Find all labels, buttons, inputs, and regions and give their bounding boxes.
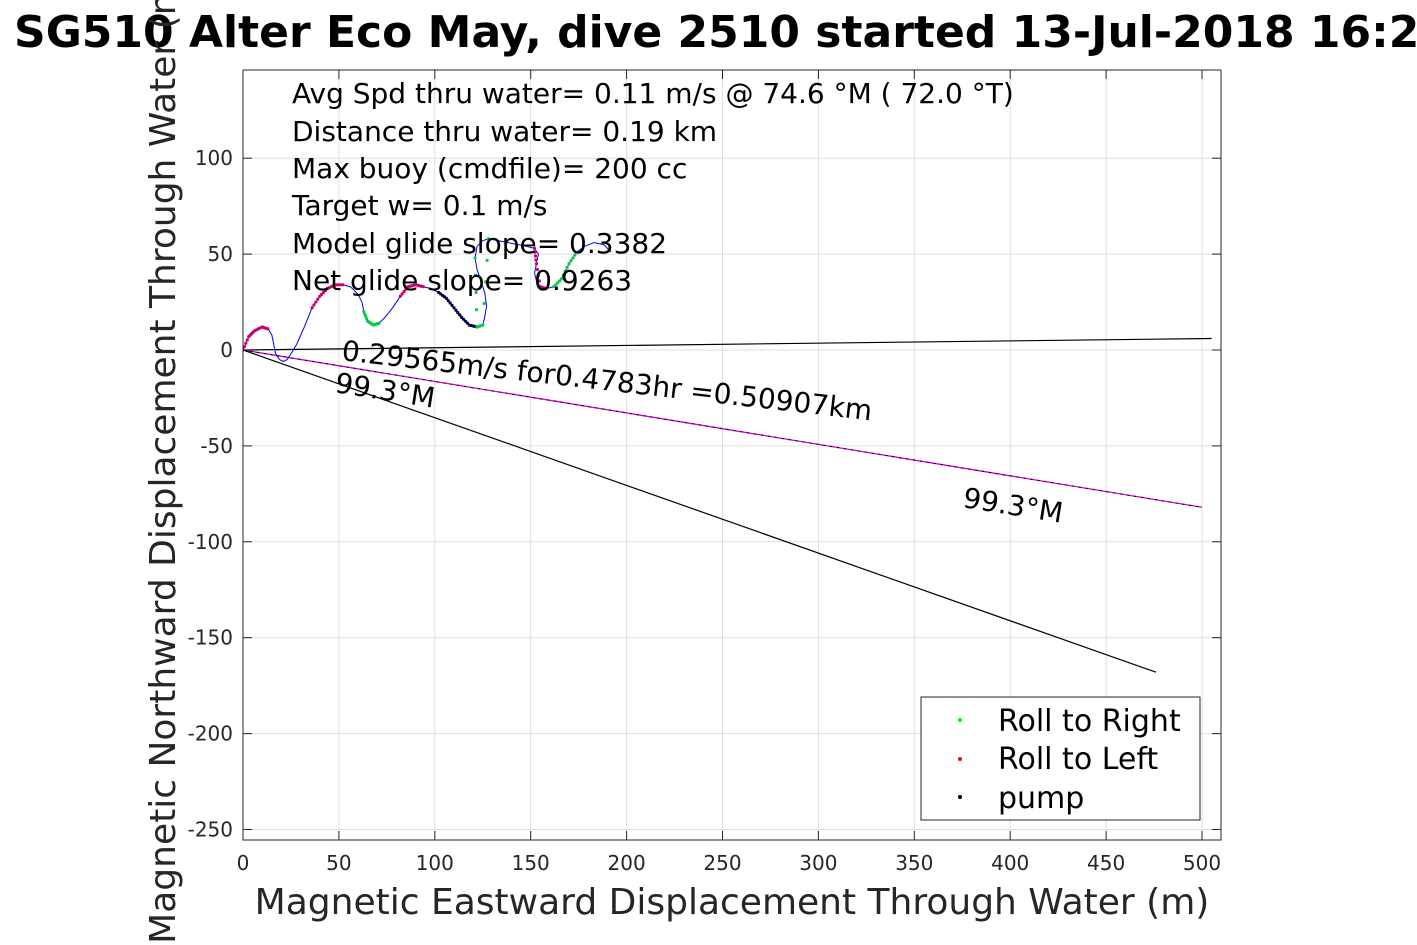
roll_left-dot [535,267,540,272]
roll_left-dot [537,279,541,283]
x-tick-label: 0 [237,851,250,875]
roll_right-dot [364,314,368,319]
roll_left-dot [245,338,249,342]
x-tick-label: 50 [326,851,351,875]
pump-dot [446,299,450,303]
roll_right-dot [573,253,577,257]
roll_left-dot [312,303,316,307]
pump-dot [448,301,452,305]
tick-layer: 0 50 100 150 200 250 300 350 400 450 500-250-200-1… [188,70,1221,875]
roll_left-dot [310,306,314,310]
roll_left-dot [341,283,345,287]
y-tick-label: -50 [200,434,233,458]
roll_left-dot [402,289,406,294]
legend-marker-roll-left [958,757,962,761]
heading-line-overlay [243,349,1203,508]
roll_right-dot [362,310,366,314]
x-tick-label: 300 [799,851,837,875]
x-tick-label: 450 [1087,851,1125,875]
pump-dot [454,308,458,312]
roll_left-dot [404,287,408,291]
roll_right-dot [575,250,579,254]
legend-marker-pump [958,795,962,799]
roll_right-dot [571,256,575,260]
roll_right-dot [563,269,567,273]
roll_right-dot [473,256,477,260]
pump-dot [452,306,456,310]
roll_right-dot [473,273,478,277]
x-tick-label: 100 [416,851,454,875]
pump-dot [458,313,462,317]
legend-label-roll-left: Roll to Left [998,742,1158,777]
roll_left-dot [421,285,425,289]
y-tick-label: 0 [220,338,233,362]
roll_left-dot [544,287,548,291]
y-tick-label: -150 [188,626,233,650]
roll_right-dot [565,265,569,270]
roll_right-dot [363,312,367,316]
annotation-distance: Distance thru water= 0.19 km [292,115,717,148]
dot-layer [243,237,579,352]
roll_left-dot [534,258,538,262]
reference-lines [243,337,1212,673]
roll_right-dot [474,308,479,312]
pump-dot [450,303,454,308]
roll_right-dot [482,301,486,306]
roll_left-dot [398,294,402,298]
summary-annotation: Avg Spd thru water= 0.11 m/s @ 74.6 °M (… [291,77,1014,297]
roll_right-dot [559,277,563,281]
roll_left-dot [533,254,538,258]
plot-frame [242,69,1222,841]
y-tick-label: -250 [188,818,233,842]
roll_right-dot [561,273,565,277]
roll_right-dot [474,290,478,295]
x-axis-label: Magnetic Eastward Displacement Through W… [255,882,1210,923]
legend-box [920,696,1201,821]
roll_left-dot [536,273,540,277]
annotation-net-glide: Net glide slope= 0.9263 [292,264,632,297]
annotation-max-buoy: Max buoy (cmdfile)= 200 cc [292,152,687,185]
roll_right-dot [486,237,491,241]
roll_left-dot [400,292,404,296]
y-tick-label: -200 [188,722,233,746]
legend-label-roll-right: Roll to Right [998,704,1181,739]
x-tick-label: 200 [608,851,646,875]
roll_right-dot [484,280,488,284]
roll_right-dot [365,317,369,321]
roll_right-dot [569,259,573,263]
roll_left-dot [266,327,270,331]
roll_right-dot [481,323,485,327]
pump-dot [456,310,460,315]
annotation-avg-speed: Avg Spd thru water= 0.11 m/s @ 74.6 °M (… [292,77,1014,110]
y-tick-label: 100 [195,146,233,170]
reference-line [243,337,1212,351]
roll_left-dot [243,345,247,349]
annotation-target-w: Target w= 0.1 m/s [291,189,548,222]
legend-label-pump: pump [998,781,1084,816]
roll_left-dot [533,250,537,254]
x-tick-label: 500 [1183,851,1221,875]
legend: Roll to Right Roll to Left pump [920,696,1201,821]
roll_left-dot [316,297,320,301]
roll_right-dot [567,262,571,266]
roll_right-dot [377,321,381,325]
roll_left-dot [532,246,537,250]
roll_left-dot [314,300,318,304]
x-tick-label: 150 [512,851,550,875]
legend-marker-roll-right [958,718,962,722]
roll_right-dot [485,258,489,262]
x-tick-label: 250 [703,851,741,875]
chart-title: SG510 Alter Eco May, dive 2510 started 1… [14,7,1417,58]
heading_ref-line [243,349,1157,673]
x-tick-label: 350 [895,851,933,875]
y-axis-label: Magnetic Northward Displacement Through … [143,0,184,944]
x-tick-label: 400 [991,851,1029,875]
pump-dot [444,296,448,300]
y-tick-label: -100 [188,530,233,554]
annotation-model-glide: Model glide slope= 0.3382 [292,227,667,260]
roll_left-dot [534,262,539,266]
roll_left-dot [244,341,248,345]
y-tick-label: 50 [208,242,233,266]
